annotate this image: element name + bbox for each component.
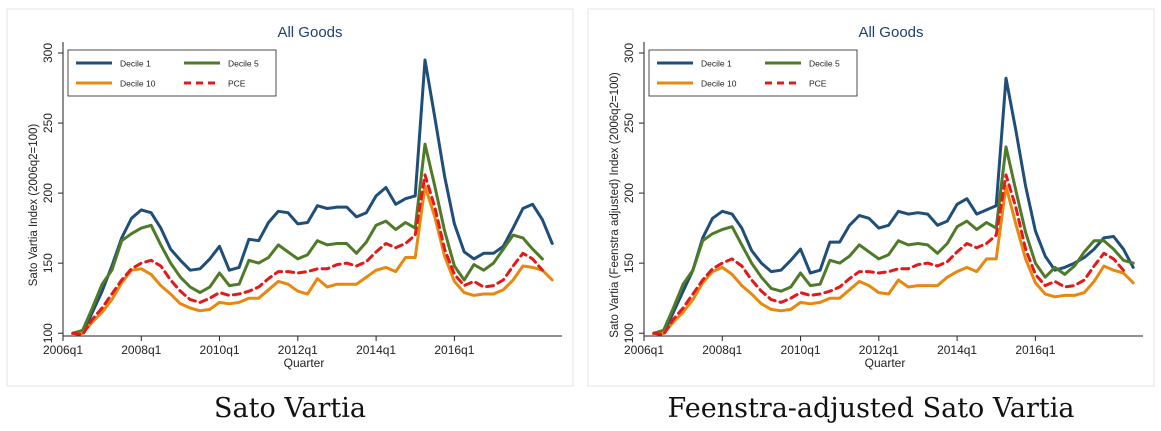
y-tick-label: 300 [622,43,636,63]
chart-title: All Goods [858,24,923,41]
x-tick-label: 2010q1 [781,343,821,357]
legend-label: Decile 5 [809,59,840,69]
y-axis-label: Sato Vartia Index (2006q2=100) [28,124,40,287]
legend-label: PCE [809,79,827,89]
y-tick-label: 250 [41,113,55,133]
y-tick-label: 100 [41,323,55,343]
chart-panel-sato-vartia: All Goods Sato Vartia Index (2006q2=100)… [0,0,580,431]
figure-caption: Sato Vartia [214,393,366,424]
series-line-pce [652,173,1125,337]
x-tick-label: 2012q1 [278,343,318,357]
y-tick-label: 200 [41,183,55,203]
legend-label: PCE [228,79,246,89]
x-tick-label: 2008q1 [702,343,742,357]
y-tick-label: 150 [622,253,636,273]
chart-svg-sato-vartia: All Goods Sato Vartia Index (2006q2=100)… [6,8,574,387]
y-axis-label: Sato Vartia (Feenstra adjusted) Index (2… [609,72,621,338]
chart-panel-feenstra-adjusted: All Goods Sato Vartia (Feenstra adjusted… [581,0,1161,431]
y-tick-label: 300 [41,43,55,63]
chart-svg-feenstra-adjusted: All Goods Sato Vartia (Feenstra adjusted… [587,8,1155,387]
x-tick-label: 2008q1 [121,343,161,357]
figure-caption: Feenstra-adjusted Sato Vartia [667,393,1075,424]
series-line-pce [71,173,544,337]
x-axis-label: Quarter [284,356,325,370]
x-tick-label: 2014q1 [937,343,977,357]
series-line-decile-10 [652,184,1135,337]
series-line-decile-1 [71,58,554,335]
legend-label: Decile 5 [228,59,259,69]
series-line-decile-10 [71,184,554,337]
x-tick-label: 2012q1 [859,343,899,357]
x-tick-label: 2010q1 [200,343,240,357]
series-line-decile-5 [652,145,1135,335]
legend-box [67,49,277,97]
plot-area: 100 150 200 250 300 2006q1 2008q1 2010q1 2012q1 2… [41,42,562,357]
legend-label: Decile 10 [701,79,737,89]
y-tick-label: 200 [622,183,636,203]
x-tick-label: 2016q1 [434,343,474,357]
x-tick-label: 2006q1 [43,343,83,357]
y-tick-label: 250 [622,113,636,133]
x-tick-label: 2016q1 [1015,343,1055,357]
legend: Decile 1 Decile 5 Decile 10 PCE [67,49,277,97]
legend-label: Decile 1 [701,59,732,69]
x-axis-label: Quarter [865,356,906,370]
series-line-decile-5 [71,142,544,335]
legend: Decile 1 Decile 5 Decile 10 PCE [648,49,858,97]
plot-area: 100 150 200 250 300 2006q1 2008q1 2010q1 2012q1 2… [622,42,1143,357]
legend-label: Decile 10 [120,79,156,89]
x-tick-label: 2006q1 [624,343,664,357]
legend-label: Decile 1 [120,59,151,69]
y-tick-label: 100 [622,323,636,343]
x-tick-label: 2014q1 [356,343,396,357]
chart-title: All Goods [277,24,342,41]
legend-box [648,49,858,97]
y-tick-label: 150 [41,253,55,273]
